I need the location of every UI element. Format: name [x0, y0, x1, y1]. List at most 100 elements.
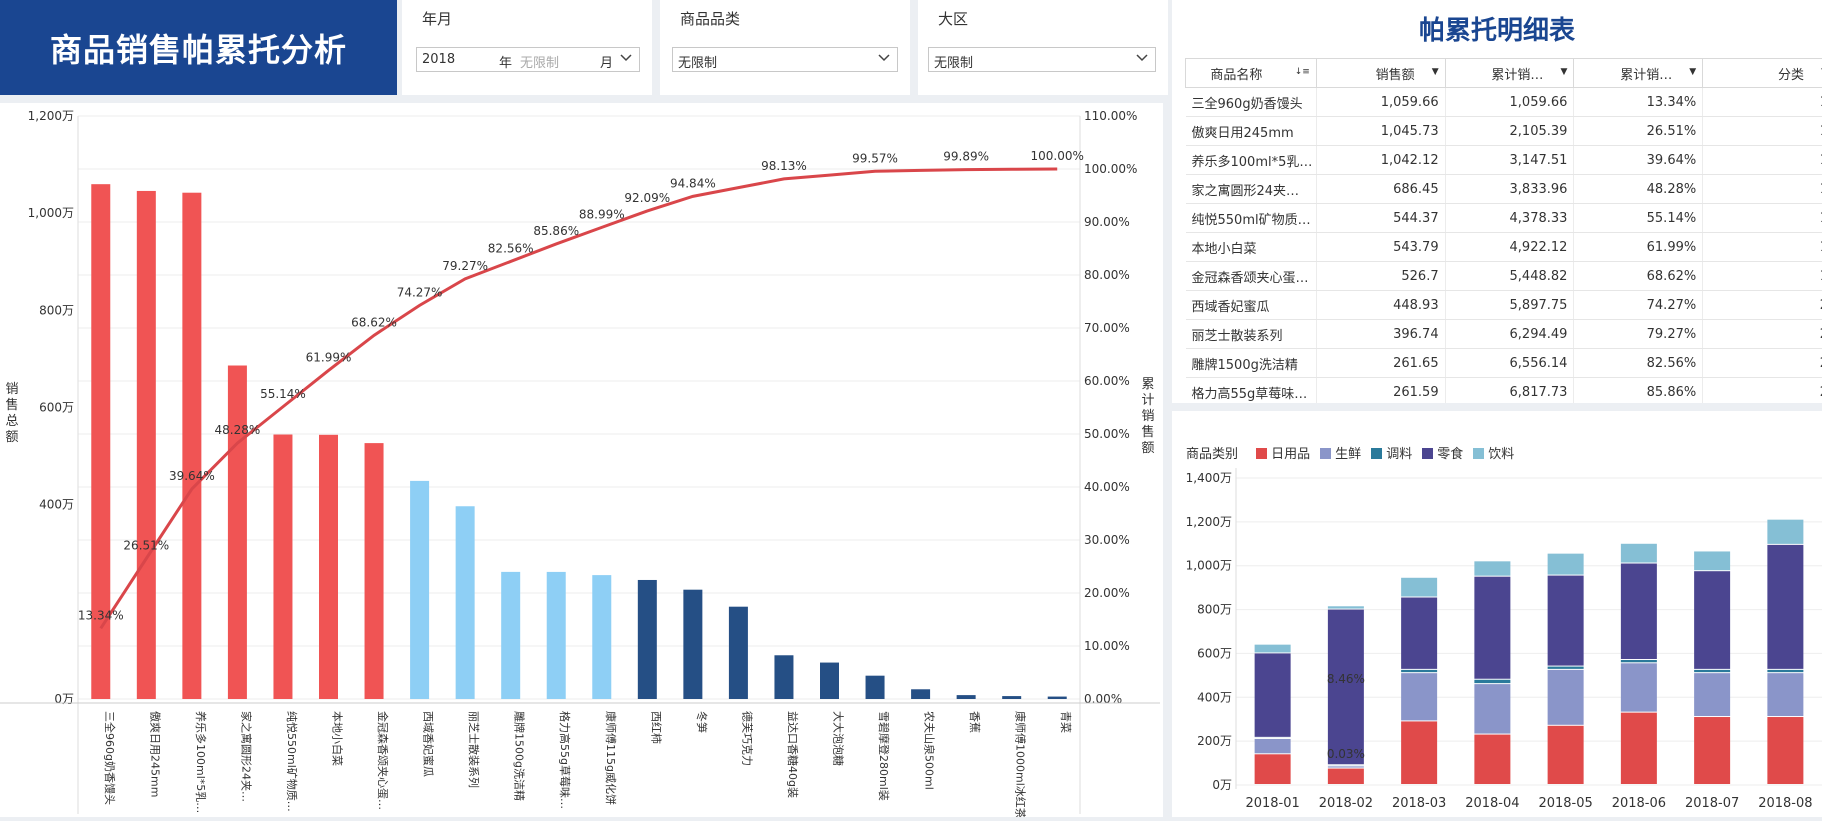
pareto-bar[interactable] — [683, 590, 702, 699]
stack-segment[interactable] — [1401, 673, 1437, 720]
table-cell: 13.34% — [1574, 88, 1703, 117]
pareto-bar[interactable] — [182, 193, 201, 699]
pareto-bar[interactable] — [638, 580, 657, 699]
chevron-down-icon[interactable] — [877, 51, 891, 65]
pareto-bar[interactable] — [547, 572, 566, 699]
sort-icon[interactable]: ↓≡ — [1295, 67, 1310, 77]
stack-segment[interactable] — [1694, 717, 1730, 784]
column-header[interactable]: 销售额▼ — [1316, 59, 1445, 88]
stack-segment[interactable] — [1767, 520, 1803, 544]
pareto-bar[interactable] — [273, 435, 292, 699]
pareto-bar[interactable] — [774, 655, 793, 699]
stack-segment[interactable] — [1474, 561, 1510, 575]
stack-segment[interactable] — [1328, 766, 1364, 767]
pareto-bar[interactable] — [456, 506, 475, 699]
stack-segment[interactable] — [1474, 684, 1510, 733]
stack-segment[interactable] — [1474, 680, 1510, 683]
stack-segment[interactable] — [1548, 726, 1584, 784]
pareto-bar[interactable] — [592, 575, 611, 699]
stack-segment[interactable] — [1694, 551, 1730, 570]
pareto-bar[interactable] — [820, 663, 839, 699]
column-header[interactable]: 分类▼ — [1703, 59, 1822, 88]
region-value[interactable]: 无限制 — [934, 52, 973, 71]
stack-segment[interactable] — [1548, 554, 1584, 575]
stack-segment[interactable] — [1621, 713, 1657, 784]
stack-segment[interactable] — [1474, 735, 1510, 784]
column-header[interactable]: 累计销…▼ — [1445, 59, 1574, 88]
year-value[interactable]: 2018 — [422, 52, 455, 67]
pareto-bar[interactable] — [866, 676, 885, 699]
stack-segment[interactable] — [1328, 610, 1364, 765]
pareto-bar[interactable] — [729, 607, 748, 699]
stack-segment[interactable] — [1401, 721, 1437, 784]
stack-segment[interactable] — [1255, 645, 1291, 653]
stack-segment[interactable] — [1548, 670, 1584, 725]
pareto-bar[interactable] — [365, 443, 384, 699]
pareto-bar[interactable] — [319, 435, 338, 699]
stack-segment[interactable] — [1328, 769, 1364, 784]
stack-segment[interactable] — [1694, 571, 1730, 669]
pareto-bar[interactable] — [1002, 696, 1021, 699]
stack-segment[interactable] — [1767, 545, 1803, 669]
filter-label: 年月 — [422, 8, 452, 29]
x-tick-label: 雪碧摩登280ml装 — [877, 711, 891, 801]
stack-segment[interactable] — [1621, 660, 1657, 662]
column-header[interactable]: 商品名称↓≡ — [1186, 59, 1317, 88]
region-select[interactable]: 无限制 — [928, 47, 1156, 72]
stack-segment[interactable] — [1328, 606, 1364, 608]
table-cell: 1 — [1703, 204, 1822, 233]
pareto-bar[interactable] — [957, 695, 976, 699]
chevron-down-icon[interactable] — [1135, 51, 1149, 65]
stack-segment[interactable] — [1255, 754, 1291, 784]
pareto-bar[interactable] — [228, 365, 247, 699]
chevron-down-icon[interactable] — [619, 51, 633, 65]
stack-segment[interactable] — [1401, 670, 1437, 672]
column-header[interactable]: 累计销…▼ — [1574, 59, 1703, 88]
stack-segment[interactable] — [1255, 653, 1291, 736]
dropdown-arrow-icon[interactable]: ▼ — [1561, 67, 1568, 77]
stack-segment[interactable] — [1621, 544, 1657, 563]
stack-segment[interactable] — [1548, 576, 1584, 666]
stack-segment[interactable] — [1767, 717, 1803, 784]
stack-segment[interactable] — [1767, 670, 1803, 672]
category-value[interactable]: 无限制 — [678, 52, 717, 71]
dropdown-arrow-icon[interactable]: ▼ — [1432, 67, 1439, 77]
year-month-select[interactable]: 2018 年 无限制 月 — [416, 47, 640, 72]
stack-segment[interactable] — [1694, 670, 1730, 672]
stack-segment[interactable] — [1548, 667, 1584, 669]
stack-segment[interactable] — [1474, 577, 1510, 679]
pareto-bar[interactable] — [911, 689, 930, 699]
y-tick: 1,400万 — [1186, 471, 1232, 485]
stack-segment[interactable] — [1255, 739, 1291, 753]
stack-segment[interactable] — [1621, 663, 1657, 711]
cumulative-label: 85.86% — [533, 224, 579, 238]
month-placeholder[interactable]: 无限制 — [520, 52, 559, 71]
table-cell: 544.37 — [1316, 204, 1445, 233]
pareto-bar[interactable] — [1048, 697, 1067, 699]
table-cell: 526.7 — [1316, 262, 1445, 291]
pareto-bar[interactable] — [410, 481, 429, 699]
table-cell: 1 — [1703, 146, 1822, 175]
stack-segment[interactable] — [1401, 578, 1437, 597]
pareto-bar[interactable] — [137, 191, 156, 699]
stack-segment[interactable] — [1401, 598, 1437, 669]
x-tick-label: 2018-05 — [1538, 796, 1592, 811]
dropdown-arrow-icon[interactable]: ▼ — [1689, 67, 1696, 77]
stack-segment[interactable] — [1621, 564, 1657, 659]
table-cell: 68.62% — [1574, 262, 1703, 291]
category-select[interactable]: 无限制 — [672, 47, 898, 72]
pareto-bar[interactable] — [501, 572, 520, 699]
stack-segment[interactable] — [1767, 673, 1803, 716]
stack-segment[interactable] — [1694, 673, 1730, 716]
